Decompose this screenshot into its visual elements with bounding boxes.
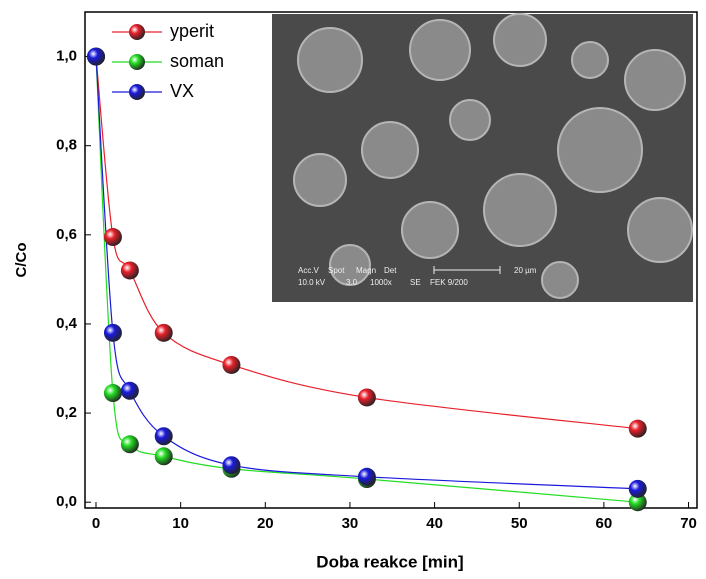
inset-label: 10.0 kV (298, 278, 326, 287)
legend-label: VX (170, 81, 194, 101)
data-point (120, 261, 139, 280)
legend-marker (129, 54, 145, 70)
inset-label: Acc.V (298, 266, 320, 275)
series-line (95, 56, 638, 430)
x-tick-label: 40 (426, 515, 443, 532)
legend-label: soman (170, 51, 224, 71)
y-tick-label: 0,0 (56, 493, 77, 510)
data-point (154, 323, 173, 342)
data-point (120, 435, 139, 454)
legend-marker (129, 24, 145, 40)
inset-label: SE (410, 278, 421, 287)
y-tick-label: 0,4 (56, 315, 78, 332)
x-axis-label: Doba reakce [min] (316, 552, 463, 571)
x-tick-label: 60 (596, 515, 613, 532)
y-tick-label: 0,6 (56, 226, 77, 243)
y-axis-label: C/Co (13, 243, 30, 278)
sem-inset (272, 13, 693, 302)
data-point (628, 419, 647, 438)
inset-label: Det (384, 266, 397, 275)
data-point (222, 456, 241, 475)
inset-label: FEK 9/200 (430, 278, 468, 287)
plot-frame (84, 11, 698, 509)
data-point (87, 47, 106, 66)
y-tick-label: 0,2 (56, 404, 77, 421)
data-point (103, 384, 122, 403)
inset-label: 1000x (370, 278, 392, 287)
data-point (357, 388, 376, 407)
x-tick-label: 10 (172, 515, 189, 532)
y-tick-label: 1,0 (56, 48, 77, 65)
x-tick-label: 0 (92, 515, 100, 532)
data-point (628, 493, 647, 512)
inset-label: 20 µm (514, 266, 537, 275)
data-point (628, 479, 647, 498)
x-tick-label: 20 (257, 515, 274, 532)
data-point (154, 447, 173, 466)
data-point (222, 355, 241, 374)
x-tick-label: 50 (511, 515, 528, 532)
inset-label: 3.0 (346, 278, 358, 287)
legend-label: yperit (170, 21, 214, 41)
legend-marker (129, 84, 145, 100)
x-tick-label: 30 (342, 515, 359, 532)
inset-label: Magn (356, 266, 376, 275)
data-point (120, 381, 139, 400)
data-point (103, 228, 122, 247)
data-point (154, 427, 173, 446)
data-point (357, 467, 376, 486)
x-tick-label: 70 (680, 515, 697, 532)
inset-label: Spot (328, 266, 345, 275)
data-point (103, 323, 122, 342)
y-tick-label: 0,8 (56, 137, 77, 154)
